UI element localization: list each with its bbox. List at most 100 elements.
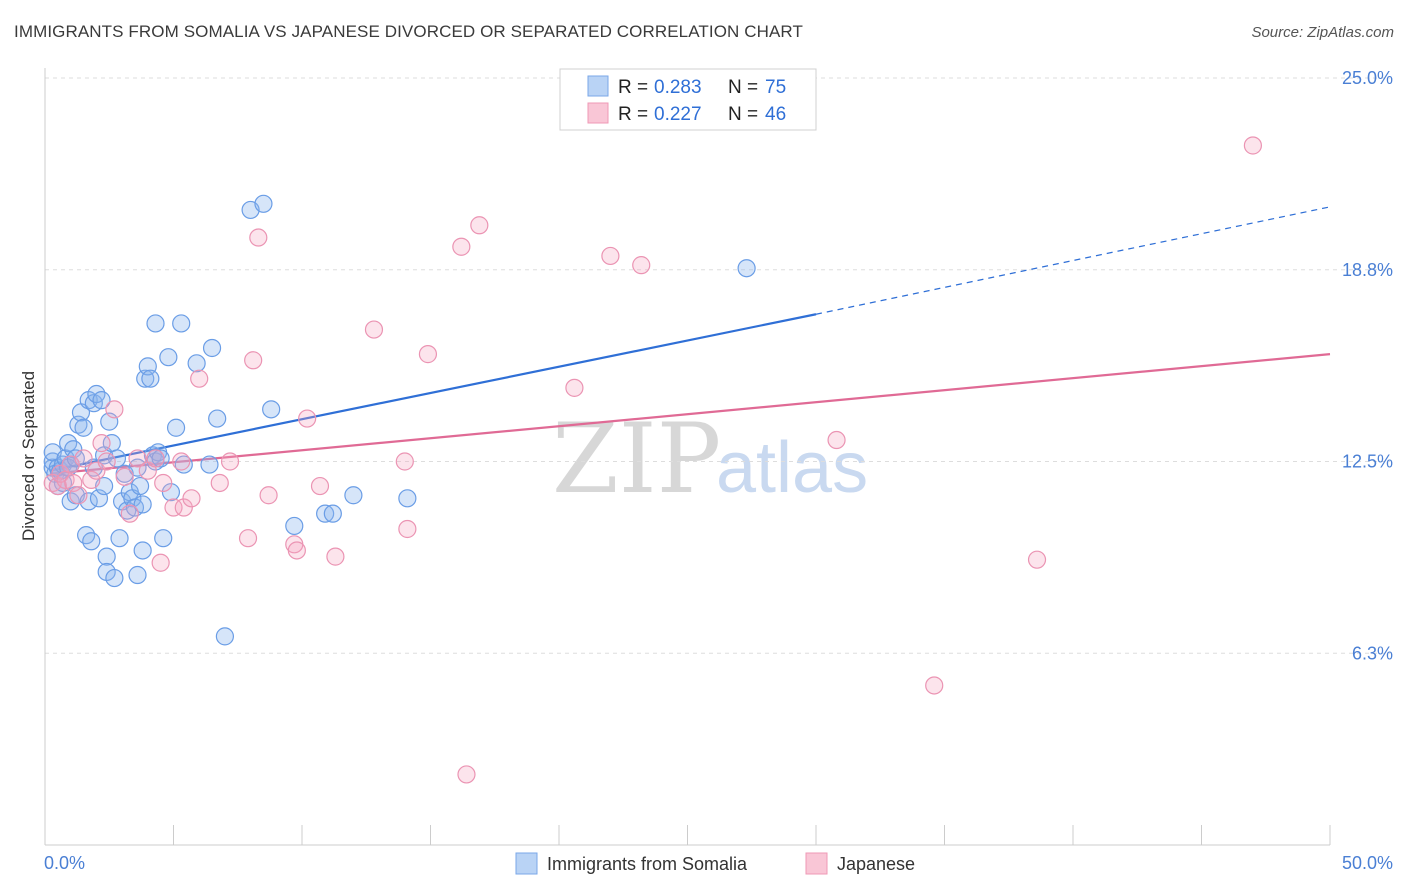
y-tick-label: 6.3% (1352, 643, 1393, 663)
point-somalia (110, 529, 129, 548)
legend-label-somalia: Immigrants from Somalia (547, 854, 748, 874)
point-japanese (154, 473, 173, 493)
point-japanese (457, 765, 476, 784)
stats-row-somalia: R = 0.283 N = 75 (587, 75, 786, 98)
point-japanese (238, 529, 258, 548)
point-japanese (827, 430, 846, 450)
point-somalia (166, 418, 186, 437)
point-somalia (344, 486, 363, 505)
point-japanese (151, 553, 170, 572)
point-somalia (737, 259, 756, 278)
point-japanese (220, 452, 240, 471)
trend-line-somalia (49, 313, 817, 472)
point-japanese (565, 378, 584, 397)
point-japanese (287, 541, 306, 560)
legend-swatch-somalia (515, 852, 538, 875)
point-somalia (254, 194, 273, 213)
point-japanese (418, 345, 438, 364)
point-japanese (164, 498, 183, 517)
point-japanese (182, 489, 201, 508)
stats-n-value: 75 (765, 77, 786, 98)
point-japanese (120, 504, 139, 523)
point-somalia (128, 565, 147, 585)
point-somalia (161, 483, 181, 502)
point-japanese (632, 256, 651, 275)
point-somalia (82, 532, 101, 551)
point-somalia (105, 568, 124, 588)
point-somalia (159, 348, 178, 367)
point-somalia (79, 492, 98, 511)
point-japanese (82, 470, 101, 490)
point-somalia (128, 458, 147, 477)
point-somalia (146, 314, 165, 333)
watermark-atlas: atlas (716, 428, 868, 508)
y-tick-label: 25.0% (1342, 68, 1393, 88)
point-japanese (1027, 550, 1047, 569)
trend-lines (49, 206, 1331, 475)
point-japanese (172, 452, 191, 471)
point-somalia (316, 504, 335, 523)
point-japanese (310, 476, 330, 496)
x-tick-label-max: 50.0% (1342, 853, 1393, 873)
point-somalia (97, 547, 116, 566)
legend-item-japanese[interactable]: Japanese (805, 852, 915, 875)
point-japanese (249, 228, 268, 247)
point-somalia (174, 455, 193, 474)
point-somalia (200, 455, 219, 474)
point-somalia (323, 504, 342, 523)
point-japanese (1243, 136, 1263, 155)
point-japanese (452, 237, 471, 256)
legend: Immigrants from Somalia Japanese (515, 852, 915, 875)
point-somalia (130, 476, 150, 496)
point-japanese (470, 216, 489, 235)
point-somalia (187, 354, 206, 373)
point-somalia (172, 314, 191, 333)
point-somalia (398, 489, 417, 508)
stats-r-value: 0.227 (654, 104, 702, 125)
stats-swatch-somalia (587, 75, 609, 97)
data-points (43, 136, 1263, 784)
legend-swatch-japanese (805, 852, 828, 875)
stats-r-label: R = (618, 104, 648, 125)
point-japanese (174, 498, 193, 517)
stats-swatch-japanese (587, 102, 609, 124)
watermark-zip: ZIP (552, 403, 721, 515)
point-japanese (97, 452, 116, 471)
y-axis-label: Divorced or Separated (19, 371, 38, 541)
stats-n-value: 46 (765, 104, 786, 125)
point-japanese (92, 433, 111, 453)
point-japanese (74, 449, 93, 468)
y-tick-label: 12.5% (1342, 452, 1393, 472)
y-tick-label: 18.8% (1342, 260, 1393, 280)
point-somalia (133, 495, 152, 514)
point-japanese (601, 246, 620, 266)
point-somalia (154, 529, 173, 548)
point-japanese (244, 351, 263, 370)
source-credit: Source: ZipAtlas.com (1251, 24, 1394, 41)
stats-r-label: R = (618, 77, 648, 98)
point-somalia (133, 541, 152, 560)
point-japanese (210, 473, 229, 493)
point-somalia (285, 516, 304, 536)
point-japanese (364, 320, 384, 339)
stats-row-japanese: R = 0.227 N = 46 (587, 102, 786, 125)
point-somalia (215, 627, 234, 646)
point-somalia (74, 418, 93, 437)
point-somalia (151, 449, 170, 468)
trend-line-somalia-extension (815, 206, 1331, 315)
point-japanese (87, 461, 106, 480)
point-japanese (259, 486, 278, 505)
chart-title: IMMIGRANTS FROM SOMALIA VS JAPANESE DIVO… (14, 22, 803, 41)
stats-n-label: N = (728, 104, 758, 125)
point-japanese (395, 452, 414, 471)
point-somalia (141, 369, 160, 388)
stats-r-value: 0.283 (654, 77, 702, 98)
stats-n-label: N = (728, 77, 758, 98)
trend-line-japanese (50, 353, 1331, 475)
point-japanese (128, 449, 147, 468)
point-japanese (115, 467, 134, 486)
point-japanese (298, 409, 317, 428)
point-japanese (146, 449, 165, 468)
legend-item-somalia[interactable]: Immigrants from Somalia (515, 852, 748, 875)
point-somalia (208, 409, 227, 428)
